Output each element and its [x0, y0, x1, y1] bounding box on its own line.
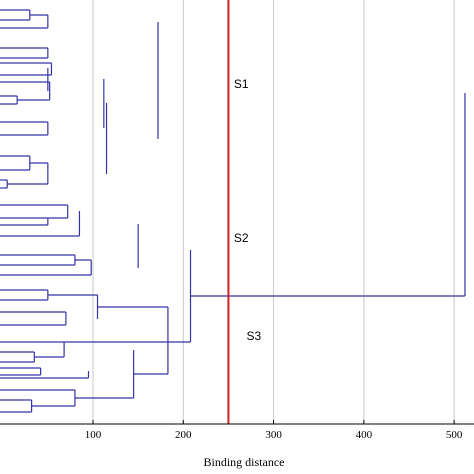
x-tick-label-300: 300 [265, 429, 282, 441]
x-tick-label-500: 500 [446, 429, 463, 441]
dendrogram-tree [0, 9, 466, 413]
grid-layer [92, 0, 455, 424]
x-tick-label-400: 400 [356, 429, 373, 441]
cluster-label-s3: S3 [246, 329, 261, 343]
cluster-label-s2: S2 [234, 231, 249, 245]
cluster-labels: S1 S2 S3 [234, 77, 262, 343]
x-tick-label-200: 200 [175, 429, 192, 441]
x-axis-label: Binding distance [204, 455, 285, 469]
x-tick-label-100: 100 [85, 429, 102, 441]
cluster-label-s1: S1 [234, 77, 249, 91]
x-tick-labels: 100 200 300 400 500 [85, 420, 463, 441]
